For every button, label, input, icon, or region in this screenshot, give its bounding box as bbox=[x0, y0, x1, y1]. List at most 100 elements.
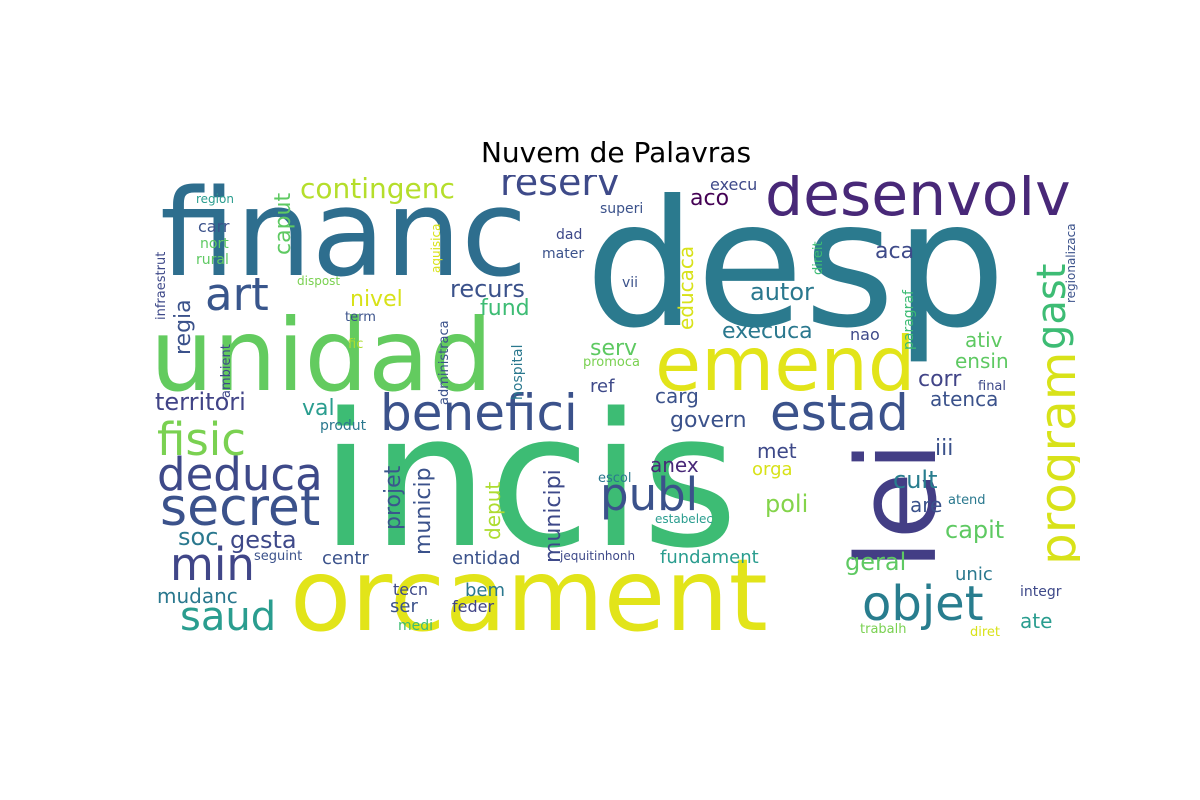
cloud-word-publ: publ bbox=[600, 468, 698, 521]
cloud-word-fundament: fundament bbox=[660, 547, 759, 568]
cloud-word-estad: estad bbox=[770, 384, 909, 442]
cloud-word-aca: aca bbox=[875, 239, 914, 264]
cloud-word-estabelec: estabelec bbox=[655, 512, 713, 526]
cloud-word-iii: iii bbox=[935, 436, 953, 461]
cloud-word-caput: caput bbox=[271, 193, 296, 255]
cloud-word-execuca: execuca bbox=[722, 319, 813, 344]
word-cloud: incis desp financ unidad orcament lei emend des… bbox=[150, 175, 1080, 640]
cloud-word-centr: centr bbox=[322, 548, 369, 569]
cloud-word-recurs: recurs bbox=[450, 275, 525, 303]
cloud-word-orga: orga bbox=[752, 459, 793, 480]
cloud-word-promoca: promoca bbox=[583, 355, 640, 370]
cloud-word-mater: mater bbox=[542, 246, 584, 262]
cloud-word-nort: nort bbox=[200, 236, 229, 252]
cloud-word-gast: gast bbox=[1029, 264, 1075, 350]
cloud-word-objet: objet bbox=[862, 576, 984, 632]
cloud-word-poli: poli bbox=[765, 490, 808, 518]
cloud-word-ativ: ativ bbox=[965, 328, 1003, 352]
cloud-word-jequitinhonh: jequitinhonh bbox=[559, 549, 635, 563]
cloud-word-dad: dad bbox=[556, 227, 582, 243]
cloud-word-deput: deput bbox=[481, 482, 505, 540]
cloud-word-ate: ate bbox=[1020, 609, 1052, 633]
cloud-word-reserv: reserv bbox=[500, 175, 619, 204]
cloud-word-educaca: educaca bbox=[674, 246, 698, 330]
cloud-word-execu: execu bbox=[710, 175, 757, 194]
cloud-word-fund: fund bbox=[480, 296, 530, 321]
cloud-word-feder: feder bbox=[452, 597, 494, 616]
cloud-word-carg: carg bbox=[655, 384, 699, 408]
cloud-word-fisic: fisic bbox=[157, 413, 246, 466]
cloud-word-dispost: dispost bbox=[297, 274, 340, 288]
cloud-word-medi: medi bbox=[398, 618, 433, 634]
cloud-word-desp: desp bbox=[585, 175, 1006, 367]
cloud-word-administraca: administraca bbox=[437, 320, 452, 405]
cloud-word-ref: ref bbox=[590, 376, 615, 397]
cloud-word-are: are bbox=[910, 493, 942, 517]
cloud-word-aco: aco bbox=[690, 186, 729, 211]
cloud-word-atend: atend bbox=[948, 493, 986, 508]
cloud-word-regia: regia bbox=[171, 299, 196, 355]
cloud-word-govern: govern bbox=[670, 408, 747, 433]
cloud-word-territori: territori bbox=[155, 388, 246, 416]
cloud-word-ser: ser bbox=[390, 596, 418, 617]
cloud-word-art: art bbox=[205, 268, 269, 321]
cloud-word-serv: serv bbox=[590, 336, 637, 361]
cloud-word-nivel: nivel bbox=[350, 287, 403, 312]
cloud-word-autor: autor bbox=[750, 278, 814, 306]
cloud-word-deduca: deduca bbox=[157, 448, 323, 501]
cloud-word-corr: corr bbox=[918, 367, 962, 392]
cloud-word-infraestrut: infraestrut bbox=[154, 252, 169, 320]
cloud-word-fic: fic bbox=[348, 337, 363, 352]
cloud-word-hospital: hospital bbox=[510, 345, 526, 400]
cloud-word-nao: nao bbox=[850, 325, 880, 344]
cloud-word-ambient: ambient bbox=[219, 344, 234, 398]
cloud-word-trabalh: trabalh bbox=[860, 622, 906, 637]
cloud-word-municip: municip bbox=[411, 467, 436, 555]
cloud-word-escol: escol bbox=[598, 471, 631, 486]
cloud-word-ensin: ensin bbox=[955, 349, 1009, 373]
cloud-word-carr: carr bbox=[198, 217, 230, 236]
cloud-word-diret: diret bbox=[970, 625, 1000, 640]
cloud-word-contingenc: contingenc bbox=[300, 175, 455, 205]
cloud-word-atenca: atenca bbox=[930, 387, 998, 411]
cloud-word-anex: anex bbox=[650, 453, 699, 477]
cloud-word-desenvolv: desenvolv bbox=[765, 175, 1071, 230]
cloud-word-program: program bbox=[1029, 352, 1080, 565]
cloud-word-benefici: benefici bbox=[380, 384, 578, 442]
cloud-word-regionalizaca: regionalizaca bbox=[1064, 223, 1078, 303]
cloud-word-vii: vii bbox=[622, 275, 638, 291]
cloud-word-aquisica: aquisica bbox=[429, 224, 443, 273]
cloud-word-geral: geral bbox=[845, 548, 906, 576]
cloud-word-seguint: seguint bbox=[254, 549, 302, 564]
cloud-word-unic: unic bbox=[955, 564, 993, 585]
cloud-word-tecn: tecn bbox=[393, 580, 428, 599]
cloud-word-orcament: orcament bbox=[290, 537, 768, 640]
cloud-word-entidad: entidad bbox=[452, 548, 520, 569]
cloud-word-superi: superi bbox=[600, 201, 643, 217]
cloud-word-mudanc: mudanc bbox=[157, 584, 238, 608]
cloud-word-paragraf: paragraf bbox=[901, 289, 917, 350]
cloud-word-incis: incis bbox=[320, 373, 738, 589]
cloud-word-integr: integr bbox=[1020, 584, 1062, 600]
cloud-word-lei: lei bbox=[833, 441, 961, 570]
cloud-word-emend: emend bbox=[655, 320, 916, 408]
page-title: Nuvem de Palavras bbox=[480, 136, 752, 169]
cloud-word-cult: cult bbox=[893, 466, 937, 494]
cloud-word-capit: capit bbox=[945, 516, 1004, 544]
cloud-word-saud: saud bbox=[180, 594, 276, 640]
cloud-word-met: met bbox=[757, 439, 797, 463]
cloud-word-financ: financ bbox=[160, 175, 527, 304]
cloud-word-val: val bbox=[302, 396, 335, 421]
cloud-word-term: term bbox=[345, 310, 376, 325]
cloud-word-final: final bbox=[978, 379, 1006, 394]
cloud-word-direit: direit bbox=[811, 241, 826, 275]
cloud-word-gesta: gesta bbox=[230, 526, 297, 554]
cloud-word-rural: rural bbox=[196, 252, 229, 268]
cloud-word-region: region bbox=[196, 192, 234, 206]
cloud-word-municipi: municipi bbox=[541, 469, 566, 563]
cloud-word-min: min bbox=[170, 538, 255, 591]
cloud-word-produt: produt bbox=[320, 418, 367, 434]
cloud-word-bem: bem bbox=[465, 580, 505, 601]
cloud-word-projet: projet bbox=[381, 465, 406, 530]
